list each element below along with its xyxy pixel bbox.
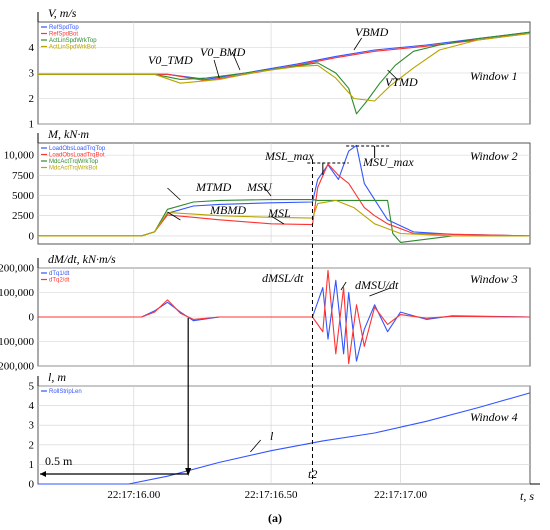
figure-caption: (a)	[268, 511, 282, 525]
y-tick-label: 3	[29, 68, 35, 80]
y-axis-label: l, m	[48, 370, 66, 384]
ann-half-m: 0.5 m	[45, 454, 73, 468]
y-tick-label: 0	[29, 312, 35, 324]
x-axis-label: t, s	[520, 489, 534, 503]
y-tick-label: 4	[29, 42, 35, 54]
x-tick-label: 22:17:16.00	[107, 489, 160, 501]
ann-msl-max: MSL_max	[264, 149, 314, 163]
legend-entry: LoadObsLoadTrqBot	[49, 153, 105, 159]
y-axis-label: M, kN·m	[47, 127, 89, 141]
ann-mbmd: MBMD	[209, 203, 246, 217]
leader-line	[353, 37, 363, 51]
y-tick-label: 7500	[12, 170, 35, 182]
ann-msu-max: MSU_max	[362, 155, 414, 169]
y-tick-label: 4	[29, 400, 35, 412]
leader-line	[231, 51, 241, 71]
legend-entry: ActLinSpdWrkBot	[49, 45, 96, 51]
leader-line	[167, 187, 181, 201]
leader-line	[250, 439, 261, 453]
x-tick-label: 22:17:16.50	[245, 489, 298, 501]
leader-line	[369, 287, 391, 297]
legend-entry: MdcActTrqWrkTop	[49, 159, 99, 165]
x-tick-label: 22:17:17.00	[374, 489, 427, 501]
legend-entry: MdcActTrqWrkBot	[49, 166, 98, 172]
y-tick-label: 1	[29, 459, 35, 471]
y-axis-label: V, m/s	[48, 6, 77, 20]
window-label-3: Window 3	[470, 272, 518, 286]
ann-mtmd: MTMD	[195, 180, 232, 194]
panel-3: -200,000 -100,000 0 100,000 200,000 dM/dt, kN…	[0, 252, 531, 373]
y-tick-label: 5	[29, 381, 35, 393]
ann-vtmd: VTMD	[385, 75, 418, 89]
series-2-2	[38, 163, 531, 237]
y-tick-label: 2	[29, 93, 35, 105]
legend-entry: dTq1/dt	[49, 271, 70, 277]
y-tick-label: 0	[29, 479, 35, 491]
legend-entry: RefSpdTop	[49, 25, 79, 31]
ann-vbmd: VBMD	[355, 25, 389, 39]
y-tick-label: 5000	[12, 190, 35, 202]
ann-v0bmd: V0_BMD	[200, 45, 246, 59]
y-tick-label: 1	[29, 119, 35, 131]
y-tick-label: 200,000	[0, 263, 35, 275]
panel-frame	[37, 385, 531, 485]
series-2-1	[38, 144, 531, 237]
legend-entry: ActLinSpdWrkTop	[49, 38, 97, 44]
y-tick-label: -100,000	[0, 336, 34, 348]
panel-4: 0 1 2 3 4 5 l, m RollStripLen 22:17:16.00 22:17:1…	[29, 370, 531, 501]
leader-line	[167, 211, 181, 221]
leader-line	[387, 69, 399, 81]
y-tick-label: 2	[29, 439, 35, 451]
legend-entry: RollStripLen	[49, 389, 82, 395]
series-1-4	[38, 32, 531, 102]
window-label-2: Window 2	[470, 149, 518, 163]
annotation-marks	[40, 37, 540, 485]
y-axis-label: dM/dt, kN·m/s	[48, 252, 116, 266]
y-tick-label: 2500	[12, 210, 35, 222]
ann-dmsl: dMSL/dt	[262, 271, 304, 285]
ann-dmsu: dMSU/dt	[355, 278, 399, 292]
leader-line	[262, 185, 272, 197]
ann-v0tmd: V0_TMD	[148, 53, 193, 67]
series-1-3	[38, 31, 531, 115]
y-tick-label: 3	[29, 420, 35, 432]
series-1-1	[38, 31, 531, 80]
legend-entry: dTq2/dt	[49, 278, 70, 284]
series-2-3	[38, 199, 530, 243]
y-tick-label: 100,000	[0, 287, 35, 299]
y-tick-label: 10,000	[4, 150, 35, 162]
ann-msu: MSU	[246, 180, 273, 194]
series-4-1	[38, 392, 531, 485]
ann-msl: MSL	[267, 206, 291, 220]
legend-entry: LoadObsLoadTrqTop	[49, 146, 106, 152]
leader-line	[340, 281, 347, 291]
ann-l: l	[270, 429, 274, 443]
leader-line	[213, 59, 220, 79]
series-1-2	[38, 32, 531, 82]
ann-t2: t2	[308, 467, 317, 481]
series-3-2	[38, 269, 531, 365]
y-tick-label: -200,000	[0, 361, 34, 373]
legend-entry: RefSpdBot	[49, 32, 78, 38]
marker-arrowhead	[185, 468, 192, 476]
y-tick-label: 0	[29, 230, 35, 242]
leader-line	[270, 215, 285, 225]
panel-frame	[37, 142, 531, 245]
half-m-arrowhead	[40, 471, 46, 477]
window-label-4: Window 4	[470, 410, 518, 424]
window-label-1: Window 1	[470, 69, 518, 83]
